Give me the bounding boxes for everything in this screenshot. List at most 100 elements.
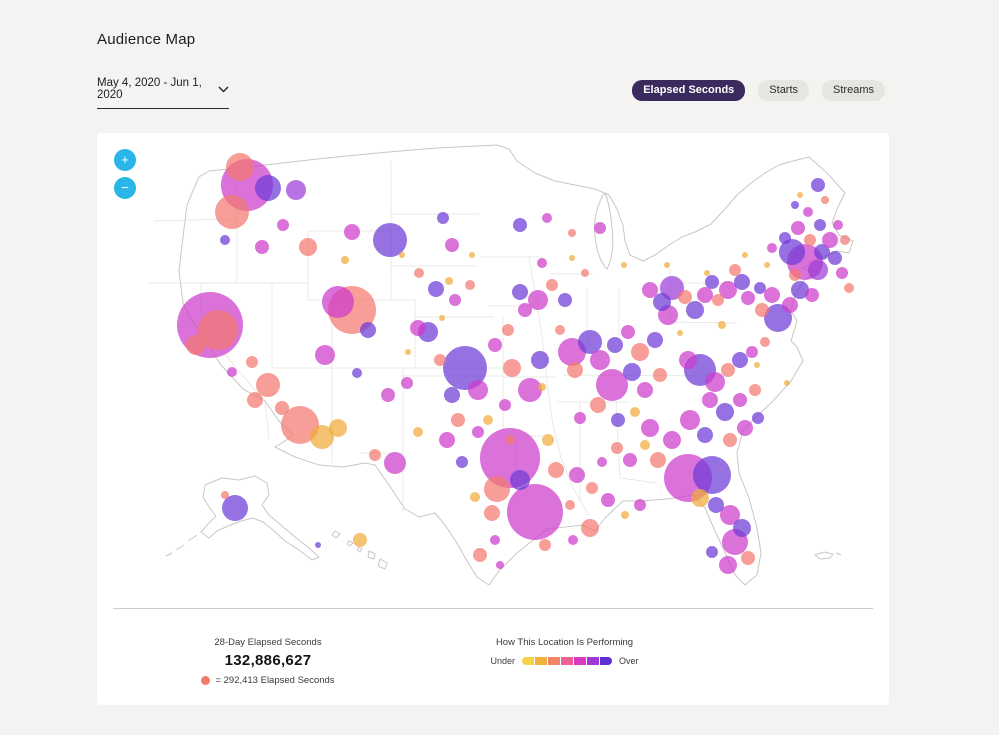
audience-bubble[interactable] xyxy=(697,427,713,443)
audience-bubble[interactable] xyxy=(723,433,737,447)
audience-bubble[interactable] xyxy=(708,497,724,513)
audience-bubble[interactable] xyxy=(255,175,281,201)
audience-bubble[interactable] xyxy=(215,195,249,229)
audience-bubble[interactable] xyxy=(401,377,413,389)
audience-bubble[interactable] xyxy=(720,505,740,525)
audience-bubble[interactable] xyxy=(755,303,769,317)
audience-bubble[interactable] xyxy=(505,435,515,445)
audience-bubble[interactable] xyxy=(546,279,558,291)
audience-bubble[interactable] xyxy=(581,269,589,277)
audience-bubble[interactable] xyxy=(686,301,704,319)
audience-bubble[interactable] xyxy=(413,427,423,437)
audience-bubble[interactable] xyxy=(490,535,500,545)
audience-bubble[interactable] xyxy=(405,349,411,355)
audience-bubble[interactable] xyxy=(721,363,735,377)
audience-bubble[interactable] xyxy=(590,397,606,413)
audience-bubble[interactable] xyxy=(782,297,798,313)
audience-bubble[interactable] xyxy=(315,345,335,365)
audience-bubble[interactable] xyxy=(712,294,724,306)
audience-bubble[interactable] xyxy=(733,519,751,537)
audience-bubble[interactable] xyxy=(472,426,484,438)
audience-bubble[interactable] xyxy=(470,492,480,502)
audience-bubble[interactable] xyxy=(733,393,747,407)
audience-bubble[interactable] xyxy=(664,262,670,268)
audience-bubble[interactable] xyxy=(483,415,493,425)
audience-bubble[interactable] xyxy=(410,320,426,336)
audience-bubble[interactable] xyxy=(256,373,280,397)
audience-bubble[interactable] xyxy=(220,235,230,245)
audience-bubble[interactable] xyxy=(434,354,446,366)
audience-bubble[interactable] xyxy=(437,212,449,224)
audience-bubble[interactable] xyxy=(754,282,766,294)
audience-bubble[interactable] xyxy=(414,268,424,278)
audience-bubble[interactable] xyxy=(836,267,848,279)
audience-bubble[interactable] xyxy=(221,491,229,499)
audience-bubble[interactable] xyxy=(691,489,709,507)
audience-bubble[interactable] xyxy=(518,303,532,317)
audience-bubble[interactable] xyxy=(439,315,445,321)
audience-bubble[interactable] xyxy=(456,456,468,468)
audience-bubble[interactable] xyxy=(344,224,360,240)
audience-bubble[interactable] xyxy=(752,412,764,424)
audience-bubble[interactable] xyxy=(840,235,850,245)
audience-bubble[interactable] xyxy=(568,535,578,545)
tab-elapsed-seconds[interactable]: Elapsed Seconds xyxy=(632,80,746,102)
audience-bubble[interactable] xyxy=(322,286,354,318)
audience-bubble[interactable] xyxy=(373,223,407,257)
audience-bubble[interactable] xyxy=(631,343,649,361)
audience-bubble[interactable] xyxy=(255,240,269,254)
audience-bubble[interactable] xyxy=(384,452,406,474)
audience-bubble[interactable] xyxy=(567,362,583,378)
audience-bubble[interactable] xyxy=(630,407,640,417)
audience-bubble[interactable] xyxy=(611,442,623,454)
audience-bubble[interactable] xyxy=(443,346,487,390)
audience-bubble[interactable] xyxy=(821,196,829,204)
audience-bubble[interactable] xyxy=(581,519,599,537)
audience-bubble[interactable] xyxy=(468,380,488,400)
audience-bubble[interactable] xyxy=(444,387,460,403)
audience-bubble[interactable] xyxy=(227,367,237,377)
audience-bubble[interactable] xyxy=(678,290,692,304)
audience-bubble[interactable] xyxy=(760,337,770,347)
audience-bubble[interactable] xyxy=(548,462,564,478)
audience-bubble[interactable] xyxy=(246,356,258,368)
audience-bubble[interactable] xyxy=(315,542,321,548)
audience-bubble[interactable] xyxy=(784,380,790,386)
audience-bubble[interactable] xyxy=(341,256,349,264)
audience-bubble[interactable] xyxy=(596,369,628,401)
audience-bubble[interactable] xyxy=(705,372,725,392)
audience-bubble[interactable] xyxy=(607,337,623,353)
audience-bubble[interactable] xyxy=(558,293,572,307)
audience-bubble[interactable] xyxy=(597,457,607,467)
audience-bubble[interactable] xyxy=(702,392,718,408)
audience-bubble[interactable] xyxy=(741,291,755,305)
audience-bubble[interactable] xyxy=(704,270,710,276)
audience-bubble[interactable] xyxy=(719,281,737,299)
audience-bubble[interactable] xyxy=(623,363,641,381)
audience-bubble[interactable] xyxy=(791,221,805,235)
audience-bubble[interactable] xyxy=(569,467,585,483)
audience-bubble[interactable] xyxy=(399,252,405,258)
audience-bubble[interactable] xyxy=(634,499,646,511)
audience-bubble[interactable] xyxy=(749,384,761,396)
audience-bubble[interactable] xyxy=(833,220,843,230)
audience-bubble[interactable] xyxy=(803,207,813,217)
date-range-selector[interactable]: May 4, 2020 - Jun 1, 2020 xyxy=(97,77,229,109)
audience-bubble[interactable] xyxy=(729,264,741,276)
audience-bubble[interactable] xyxy=(594,222,606,234)
audience-bubble[interactable] xyxy=(369,449,381,461)
audience-bubble[interactable] xyxy=(623,453,637,467)
audience-bubble[interactable] xyxy=(507,484,563,540)
audience-bubble[interactable] xyxy=(286,180,306,200)
audience-bubble[interactable] xyxy=(805,288,819,302)
audience-bubble[interactable] xyxy=(811,178,825,192)
audience-bubble[interactable] xyxy=(764,287,780,303)
audience-bubble[interactable] xyxy=(247,392,263,408)
audience-bubble[interactable] xyxy=(473,548,487,562)
audience-bubble[interactable] xyxy=(542,213,552,223)
audience-bubble[interactable] xyxy=(779,239,805,265)
audience-bubble[interactable] xyxy=(663,431,681,449)
audience-bubble[interactable] xyxy=(198,310,238,350)
audience-bubble[interactable] xyxy=(650,452,666,468)
audience-bubble[interactable] xyxy=(513,218,527,232)
